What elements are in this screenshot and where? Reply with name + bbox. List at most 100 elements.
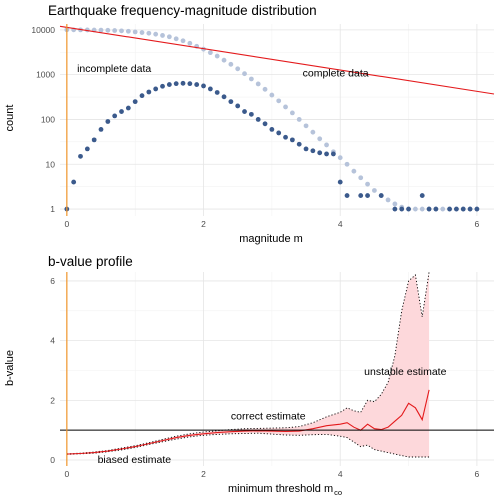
observed-point [289, 137, 295, 143]
y-tick-label: 100 [41, 114, 55, 124]
cumulative-point [365, 181, 370, 187]
cumulative-point [214, 53, 220, 59]
chart-title: b-value profile [48, 254, 133, 269]
cumulative-point [358, 175, 364, 181]
x-axis-title-subscript: co [334, 488, 342, 497]
observed-point [166, 82, 172, 87]
cumulative-point [98, 27, 104, 33]
annotation: biased estimate [98, 454, 172, 466]
observed-point [248, 111, 254, 117]
x-tick-label: 2 [201, 219, 206, 229]
ci-lower-line [66, 432, 430, 458]
b-value-panel: b-value profile 0 2 4 6 0 2 4 6 unstable estima… [4, 254, 494, 497]
observed-point [296, 141, 302, 147]
cumulative-point [146, 30, 152, 36]
cumulative-point [310, 129, 316, 135]
y-tick-label: 1 [50, 204, 55, 214]
y-tick-label: 4 [50, 336, 55, 346]
cumulative-point [317, 136, 323, 142]
observed-point [399, 206, 405, 212]
x-axis-title: magnitude m [239, 233, 303, 245]
observed-point [194, 82, 200, 87]
y-tick-label: 0 [50, 455, 55, 465]
observed-point [160, 83, 165, 89]
observed-point [419, 193, 425, 198]
x-axis-title-main: minimum threshold m [228, 483, 333, 495]
cumulative-point [296, 117, 302, 122]
cumulative-point [125, 28, 131, 34]
cumulative-point [228, 61, 234, 67]
x-axis-title: minimum threshold mco [228, 483, 342, 497]
observed-point [447, 206, 452, 212]
observed-point [255, 117, 261, 122]
observed-point [365, 193, 370, 198]
cumulative-point [344, 161, 350, 167]
cumulative-point [440, 206, 446, 212]
observed-point [201, 83, 206, 89]
observed-point [310, 148, 316, 154]
observed-point [180, 80, 186, 86]
observed-point [235, 103, 241, 109]
plot-area [59, 24, 495, 216]
observed-point [467, 206, 473, 212]
observed-point [392, 206, 398, 212]
cumulative-point [139, 30, 145, 35]
cumulative-point [276, 98, 282, 104]
cumulative-point [289, 110, 295, 116]
observed-point [153, 86, 159, 92]
observed-point [112, 113, 118, 119]
cumulative-point [392, 201, 398, 207]
observed-point [214, 90, 220, 95]
cumulative-point [132, 29, 138, 35]
x-tick-label: 4 [338, 469, 343, 479]
observed-point [378, 193, 384, 198]
cumulative-point [166, 34, 172, 40]
cumulative-point [173, 36, 179, 42]
observed-point [71, 179, 77, 185]
cumulative-point [119, 28, 124, 34]
observed-point [173, 81, 179, 87]
observed-point [78, 153, 83, 159]
observed-point [132, 99, 138, 105]
cumulative-point [413, 206, 418, 212]
plot-area [60, 271, 494, 466]
cumulative-point [235, 66, 241, 72]
b-value-line [66, 389, 430, 455]
cumulative-point [255, 81, 261, 87]
tick-labels: 0 2 4 6 1 10 100 1000 10000 [31, 25, 479, 229]
cumulative-point [337, 155, 343, 161]
observed-point [187, 81, 193, 87]
observed-point [358, 193, 364, 198]
cumulative-point [371, 188, 377, 193]
observed-point [207, 86, 213, 92]
observed-point [283, 134, 288, 140]
observed-point [139, 93, 145, 99]
observed-point [269, 126, 275, 132]
observed-point [98, 126, 104, 132]
observed-point [119, 109, 124, 114]
y-tick-label: 6 [50, 276, 55, 286]
y-tick-label: 10000 [31, 25, 55, 35]
x-tick-label: 0 [64, 469, 69, 479]
observed-point [426, 206, 432, 212]
observed-point [242, 109, 247, 114]
observed-point [91, 137, 97, 143]
y-axis-title: b-value [4, 350, 16, 386]
cumulative-point [262, 86, 268, 92]
cumulative-point [283, 104, 288, 110]
cumulative-point [324, 142, 329, 148]
observed-point [105, 119, 111, 124]
cumulative-point [153, 31, 159, 37]
observed-point [276, 130, 282, 136]
observed-point [221, 94, 227, 100]
y-tick-label: 2 [50, 395, 55, 405]
ci-upper-line [66, 271, 430, 455]
annotation: incomplete data [77, 63, 151, 75]
cumulative-point [160, 33, 165, 38]
observed-point [460, 206, 466, 212]
observed-point [406, 206, 411, 212]
x-tick-label: 6 [475, 219, 480, 229]
cumulative-point [351, 168, 357, 174]
annotations: incomplete data complete data [77, 63, 369, 80]
y-tick-label: 1000 [36, 70, 55, 80]
